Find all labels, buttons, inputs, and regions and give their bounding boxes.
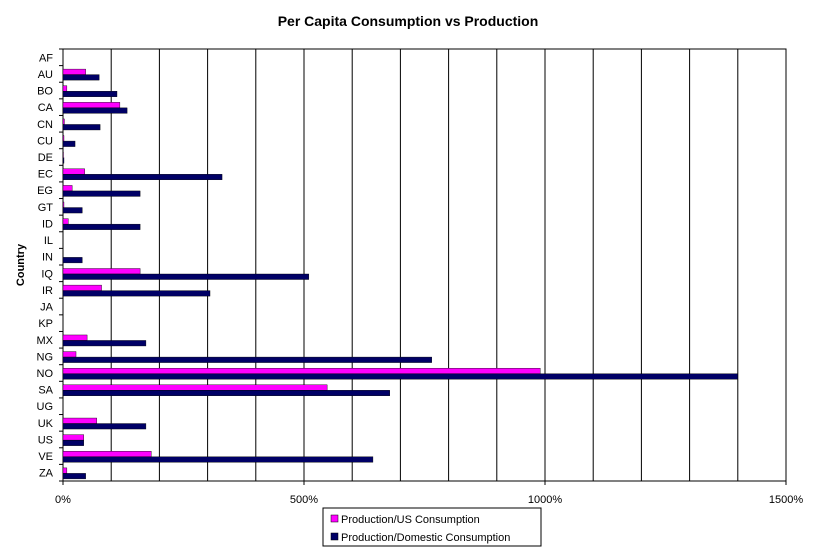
- legend-swatch-production-us: [330, 514, 339, 523]
- y-tick-label-af: AF: [39, 52, 53, 64]
- bar-production-domestic-ec: [62, 174, 223, 181]
- y-tick-label-kp: KP: [38, 318, 53, 330]
- y-tick-label-uk: UK: [38, 418, 54, 430]
- bar-production-domestic-ve: [62, 456, 374, 463]
- y-tick-label-ja: JA: [40, 302, 54, 314]
- bar-production-domestic-au: [62, 74, 100, 81]
- y-tick-label-ng: NG: [37, 351, 54, 363]
- y-tick-label-ir: IR: [42, 285, 53, 297]
- y-tick-label-au: AU: [38, 69, 53, 81]
- legend-label-production-us: Production/US Consumption: [341, 514, 480, 526]
- y-tick-label-ca: CA: [38, 102, 54, 114]
- legend-swatch-production-domestic: [330, 532, 339, 541]
- bar-production-domestic-no: [62, 373, 738, 380]
- bar-production-us-cn: [62, 118, 65, 125]
- bar-production-us-us: [62, 434, 84, 441]
- bar-production-domestic-bo: [62, 91, 118, 97]
- bar-production-us-id: [62, 218, 69, 225]
- y-tick-label-id: ID: [42, 218, 53, 230]
- bar-production-us-sa: [62, 384, 328, 391]
- bar-production-us-ca: [62, 102, 121, 109]
- y-tick-label-ve: VE: [38, 451, 53, 463]
- bars: [62, 68, 738, 480]
- bar-production-us-ec: [62, 168, 85, 175]
- bar-production-domestic-ng: [62, 356, 432, 363]
- y-tick-label-us: US: [38, 434, 53, 446]
- y-tick-label-in: IN: [42, 252, 53, 264]
- bar-production-us-za: [62, 467, 68, 474]
- y-tick-label-iq: IQ: [41, 268, 53, 280]
- chart-title: Per Capita Consumption vs Production: [278, 13, 539, 29]
- bar-production-domestic-de: [62, 157, 65, 164]
- y-axis-label: Country: [15, 243, 27, 286]
- legend-label-production-domestic: Production/Domestic Consumption: [341, 532, 510, 544]
- y-category-labels: AF AU BO CA CN CU DE EC EG GT ID IL IN IQ IR JA KP MX NG NO…: [37, 48, 63, 482]
- y-tick-label-cn: CN: [37, 119, 53, 131]
- legend-box: [322, 507, 542, 547]
- legend: Production/US Consumption Production/Dom…: [322, 507, 542, 547]
- y-tick-label-ec: EC: [38, 169, 53, 181]
- bar-production-domestic-us: [62, 439, 84, 446]
- bar-production-domestic-mx: [62, 340, 147, 347]
- y-tick-label-ug: UG: [37, 401, 54, 413]
- bar-production-domestic-ca: [62, 107, 128, 114]
- x-tick-label: 1500%: [769, 494, 803, 506]
- bar-production-us-ng: [62, 351, 77, 358]
- bar-production-us-iq: [62, 268, 141, 275]
- x-tick-label: 0%: [55, 494, 71, 506]
- x-tick-label: 500%: [290, 494, 318, 506]
- bar-production-domestic-uk: [62, 423, 147, 430]
- bar-production-domestic-gt: [62, 207, 83, 214]
- y-tick-label-sa: SA: [38, 385, 53, 397]
- bar-production-us-eg: [62, 185, 73, 192]
- bar-production-us-ve: [62, 451, 152, 457]
- bar-production-us-uk: [62, 417, 97, 424]
- y-tick-label-gt: GT: [38, 202, 54, 214]
- bar-production-domestic-id: [62, 223, 141, 230]
- bar-production-domestic-sa: [62, 390, 390, 397]
- x-tick-label: 1000%: [528, 494, 562, 506]
- bar-production-us-no: [62, 367, 541, 374]
- y-tick-label-de: DE: [38, 152, 53, 164]
- y-tick-label-bo: BO: [37, 86, 53, 98]
- y-tick-label-cu: CU: [37, 135, 53, 147]
- bar-production-domestic-in: [62, 257, 83, 264]
- y-tick-label-eg: EG: [37, 185, 53, 197]
- bar-production-domestic-za: [62, 473, 86, 480]
- bar-production-us-au: [62, 68, 86, 75]
- x-tick-labels: 0% 500% 1000% 1500%: [55, 481, 803, 506]
- bar-production-us-ir: [62, 284, 102, 291]
- bar-production-us-cu: [62, 135, 65, 142]
- bar-production-domestic-cn: [62, 124, 101, 131]
- bar-production-domestic-iq: [62, 273, 310, 280]
- y-tick-label-il: IL: [44, 235, 53, 247]
- bar-production-us-gt: [62, 201, 65, 208]
- y-tick-label-za: ZA: [39, 468, 54, 480]
- bar-production-domestic-ir: [62, 290, 211, 297]
- bar-production-us-mx: [62, 334, 88, 341]
- bar-production-domestic-eg: [62, 190, 141, 197]
- y-tick-label-mx: MX: [37, 335, 54, 347]
- bar-production-us-bo: [62, 85, 68, 92]
- gridlines: [110, 49, 739, 481]
- bar-production-domestic-cu: [62, 140, 76, 147]
- y-tick-label-no: NO: [37, 368, 54, 380]
